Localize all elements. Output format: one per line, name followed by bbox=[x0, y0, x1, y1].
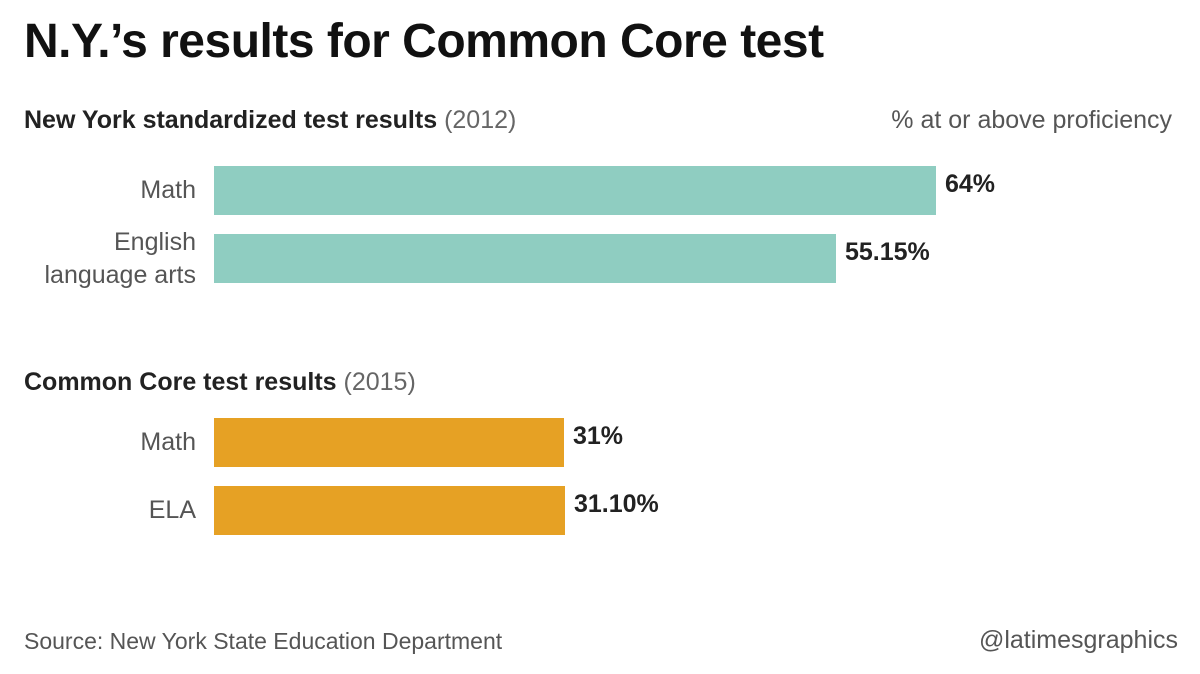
bar-1-2 bbox=[214, 234, 836, 283]
section-1-heading: New York standardized test results (2012… bbox=[24, 106, 516, 135]
section-2-year: (2015) bbox=[343, 368, 416, 396]
category-label-1-1: Math bbox=[24, 174, 196, 207]
category-label-line: ELA bbox=[148, 496, 196, 524]
source-note: Source: New York State Education Departm… bbox=[24, 628, 503, 654]
value-label-2-2: 31.10% bbox=[574, 490, 659, 518]
bar-2-2 bbox=[214, 486, 565, 535]
category-label-2-1: Math bbox=[24, 426, 196, 459]
category-label-line: language arts bbox=[44, 261, 196, 289]
category-label-line: English bbox=[114, 228, 196, 256]
unit-label: % at or above proficiency bbox=[891, 106, 1172, 134]
section-2-title: Common Core test results bbox=[24, 368, 337, 396]
section-1-year: (2012) bbox=[444, 106, 517, 134]
category-label-line: Math bbox=[140, 428, 196, 456]
bar-2-1 bbox=[214, 418, 564, 467]
section-1-title: New York standardized test results bbox=[24, 106, 438, 134]
category-label-line: Math bbox=[140, 176, 196, 204]
category-label-2-2: ELA bbox=[24, 494, 196, 527]
value-label-1-2: 55.15% bbox=[845, 238, 930, 266]
section-2-heading: Common Core test results (2015) bbox=[24, 368, 416, 397]
chart-title: N.Y.’s results for Common Core test bbox=[24, 15, 824, 68]
category-label-1-2: English language arts bbox=[24, 226, 196, 292]
credit-handle[interactable]: @latimesgraphics bbox=[978, 626, 1178, 654]
value-label-2-1: 31% bbox=[573, 422, 624, 450]
value-label-1-1: 64% bbox=[945, 170, 996, 198]
bar-1-1 bbox=[214, 166, 936, 215]
